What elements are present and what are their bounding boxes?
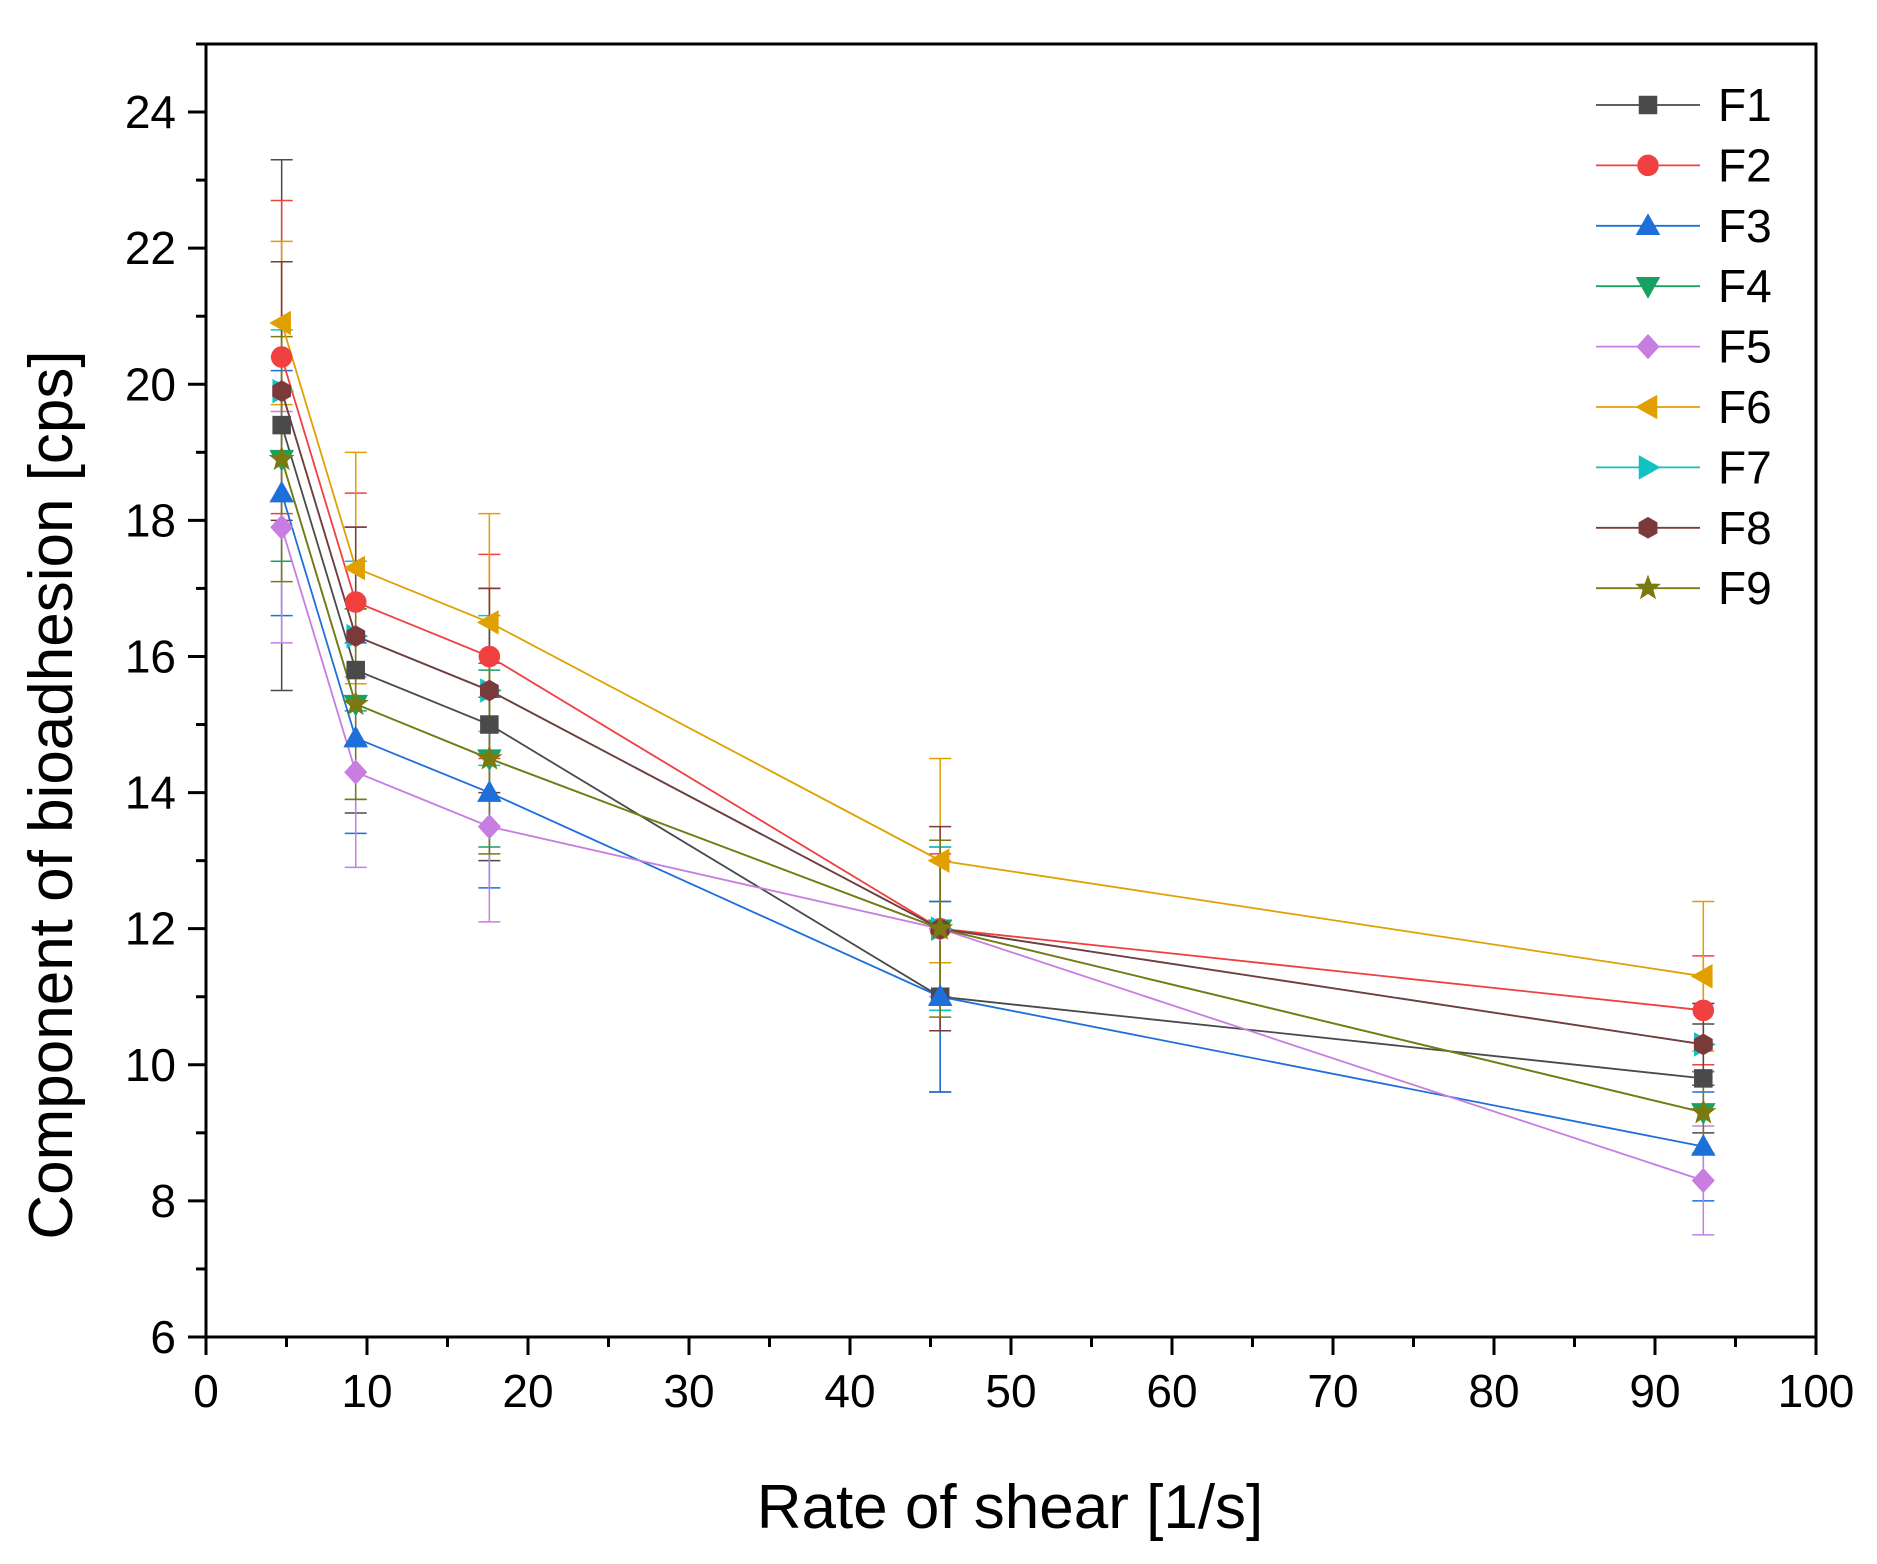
y-tick-label: 8 — [150, 1175, 176, 1227]
marker-F6 — [1690, 964, 1713, 989]
legend-marker-F7 — [1638, 455, 1661, 480]
x-tick-label: 10 — [341, 1365, 392, 1417]
marker-F6 — [927, 848, 950, 873]
legend: F1 F2 F3 F4 F5 F6 F7 F8 F9 — [1596, 79, 1772, 614]
y-tick-label: 14 — [125, 767, 176, 819]
legend-label-F7: F7 — [1718, 441, 1772, 493]
marker-F5 — [477, 813, 501, 840]
legend-label-F6: F6 — [1718, 381, 1772, 433]
marker-F2 — [1692, 999, 1715, 1022]
legend-marker-F8 — [1638, 516, 1658, 539]
marker-F8 — [346, 625, 366, 647]
y-tick-label: 16 — [125, 630, 176, 682]
marker-F2 — [478, 645, 501, 668]
y-tick-label: 20 — [125, 358, 176, 410]
x-tick-label: 50 — [985, 1365, 1036, 1417]
legend-marker-F9 — [1635, 574, 1661, 600]
y-tick-label: 6 — [150, 1311, 176, 1363]
marker-F9 — [476, 744, 503, 770]
data-markers — [268, 310, 1717, 1194]
marker-F1 — [1694, 1069, 1713, 1088]
x-tick-label: 40 — [824, 1365, 875, 1417]
marker-F3 — [1691, 1133, 1716, 1156]
x-tick-label: 90 — [1629, 1365, 1680, 1417]
legend-label-F1: F1 — [1718, 79, 1772, 131]
legend-marker-F1 — [1638, 95, 1658, 115]
marker-F9 — [268, 445, 295, 471]
x-tick-label: 70 — [1307, 1365, 1358, 1417]
marker-F3 — [927, 984, 953, 1006]
y-tick-label: 18 — [125, 494, 176, 546]
series-line-F9 — [280, 458, 1704, 1114]
marker-F3 — [269, 480, 294, 503]
marker-F8 — [272, 380, 292, 402]
legend-marker-F5 — [1636, 333, 1660, 360]
marker-F3 — [343, 725, 368, 748]
marker-F5 — [270, 514, 294, 540]
x-tick-label: 0 — [193, 1365, 219, 1417]
legend-marker-F3 — [1635, 213, 1661, 236]
x-tick-label: 100 — [1778, 1365, 1855, 1417]
series-line-F3 — [280, 492, 1704, 1148]
y-tick-label: 12 — [125, 903, 176, 955]
marker-F2 — [270, 346, 293, 368]
legend-label-F3: F3 — [1718, 200, 1772, 252]
marker-F3 — [477, 780, 502, 802]
x-tick-label: 80 — [1468, 1365, 1519, 1417]
x-tick-label: 20 — [502, 1365, 553, 1417]
legend-marker-F4 — [1635, 276, 1661, 299]
marker-F6 — [343, 555, 365, 581]
legend-label-F5: F5 — [1718, 321, 1772, 373]
y-tick-label: 22 — [125, 222, 176, 274]
y-tick-label: 10 — [125, 1039, 176, 1091]
legend-label-F9: F9 — [1718, 562, 1772, 614]
marker-F1 — [346, 660, 365, 680]
plot-frame — [204, 42, 1818, 1339]
marker-F1 — [480, 715, 499, 734]
axes: 0 10 20 30 40 50 60 70 80 90 100 6 8 10 12 14 16 18 20 22 24 — [125, 42, 1855, 1417]
y-tick-label: 24 — [125, 86, 176, 138]
marker-F5 — [344, 759, 368, 785]
legend-marker-F6 — [1635, 394, 1658, 420]
marker-F6 — [269, 310, 291, 336]
legend-label-F8: F8 — [1718, 502, 1772, 554]
y-axis-title: Component of bioadhesion [cps] — [17, 350, 86, 1239]
legend-label-F2: F2 — [1718, 139, 1772, 191]
legend-label-F4: F4 — [1718, 260, 1772, 312]
marker-F8 — [479, 679, 499, 702]
x-tick-label: 30 — [663, 1365, 714, 1417]
marker-F9 — [342, 690, 369, 716]
marker-F6 — [476, 610, 499, 635]
marker-F5 — [1691, 1167, 1715, 1194]
series-line-F4 — [280, 458, 1704, 1114]
legend-marker-F2 — [1637, 154, 1659, 177]
marker-F1 — [272, 415, 291, 435]
marker-F9 — [1690, 1098, 1717, 1124]
marker-F2 — [344, 591, 367, 613]
marker-F9 — [927, 915, 954, 940]
marker-F8 — [1693, 1033, 1713, 1056]
x-tick-label: 60 — [1146, 1365, 1197, 1417]
x-axis-title: Rate of shear [1/s] — [757, 1473, 1264, 1542]
